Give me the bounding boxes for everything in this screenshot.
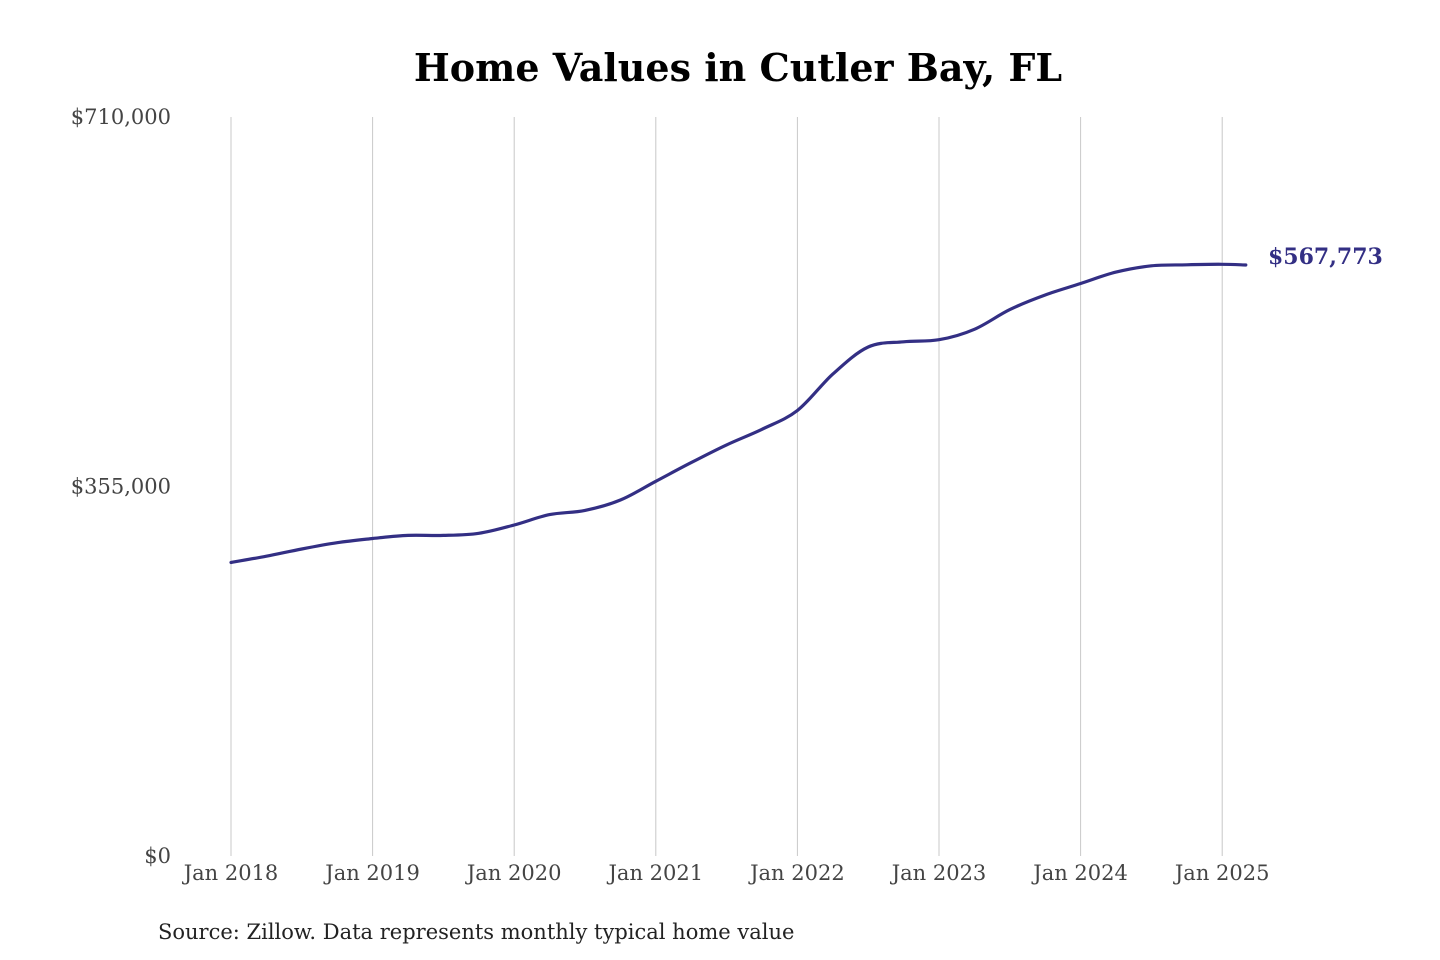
x-tick-label-2021-01: Jan 2021 bbox=[607, 861, 704, 885]
source-note: Source: Zillow. Data represents monthly … bbox=[158, 920, 794, 944]
data-point-2021-10 bbox=[760, 427, 764, 431]
data-point-2023-01 bbox=[937, 338, 941, 342]
x-tick-label-2019-01: Jan 2019 bbox=[323, 861, 420, 885]
data-point-2024-04 bbox=[1114, 270, 1118, 274]
x-tick-label-2024-01: Jan 2024 bbox=[1031, 861, 1128, 885]
end-value-label: $567,773 bbox=[1268, 244, 1383, 270]
data-point-2018-01 bbox=[229, 561, 233, 565]
series-group bbox=[229, 262, 1248, 565]
data-point-2025-01 bbox=[1220, 262, 1224, 266]
data-point-2021-04 bbox=[689, 461, 693, 465]
data-point-2019-04 bbox=[406, 533, 410, 537]
x-axis-tick-labels: Jan 2018 Jan 2019 Jan 2020 Jan 2021 Jan 2022… bbox=[182, 861, 1270, 885]
data-point-2020-01 bbox=[512, 523, 516, 527]
data-point-2019-10 bbox=[477, 531, 481, 535]
data-point-2022-01 bbox=[795, 409, 799, 413]
chart-title: Home Values in Cutler Bay, FL bbox=[414, 45, 1062, 90]
vertical-gridlines bbox=[230, 117, 1223, 856]
data-point-2025-03 bbox=[1244, 263, 1248, 267]
data-point-2024-10 bbox=[1185, 263, 1189, 267]
data-point-2021-01 bbox=[654, 479, 658, 483]
data-point-2020-10 bbox=[618, 498, 622, 502]
y-tick-label-0: $0 bbox=[144, 844, 171, 868]
data-point-2019-07 bbox=[441, 533, 445, 537]
data-point-2020-04 bbox=[548, 513, 552, 517]
data-point-2022-10 bbox=[902, 340, 906, 344]
data-point-2018-04 bbox=[264, 554, 268, 558]
x-tick-label-2018-01: Jan 2018 bbox=[182, 861, 279, 885]
data-point-2024-07 bbox=[1149, 264, 1153, 268]
x-tick-label-2020-01: Jan 2020 bbox=[465, 861, 562, 885]
data-point-2019-01 bbox=[371, 537, 375, 541]
data-point-2018-10 bbox=[335, 541, 339, 545]
x-tick-label-2023-01: Jan 2023 bbox=[890, 861, 987, 885]
series-line-0 bbox=[229, 262, 1248, 565]
x-tick-label-2022-01: Jan 2022 bbox=[748, 861, 845, 885]
data-point-2020-07 bbox=[583, 508, 587, 512]
data-point-2018-07 bbox=[300, 547, 304, 551]
y-tick-label-710000: $710,000 bbox=[71, 105, 171, 129]
y-axis-tick-labels: $0 $355,000 $710,000 bbox=[71, 105, 171, 868]
data-point-2023-07 bbox=[1008, 308, 1012, 312]
data-point-2024-01 bbox=[1079, 282, 1083, 286]
x-tick-label-2025-01: Jan 2025 bbox=[1173, 861, 1270, 885]
data-point-2022-07 bbox=[866, 345, 870, 349]
data-point-2023-04 bbox=[972, 327, 976, 331]
data-point-2023-10 bbox=[1043, 293, 1047, 297]
data-point-2021-07 bbox=[725, 443, 729, 447]
y-tick-label-355000: $355,000 bbox=[71, 475, 171, 499]
data-point-2022-04 bbox=[831, 372, 835, 376]
